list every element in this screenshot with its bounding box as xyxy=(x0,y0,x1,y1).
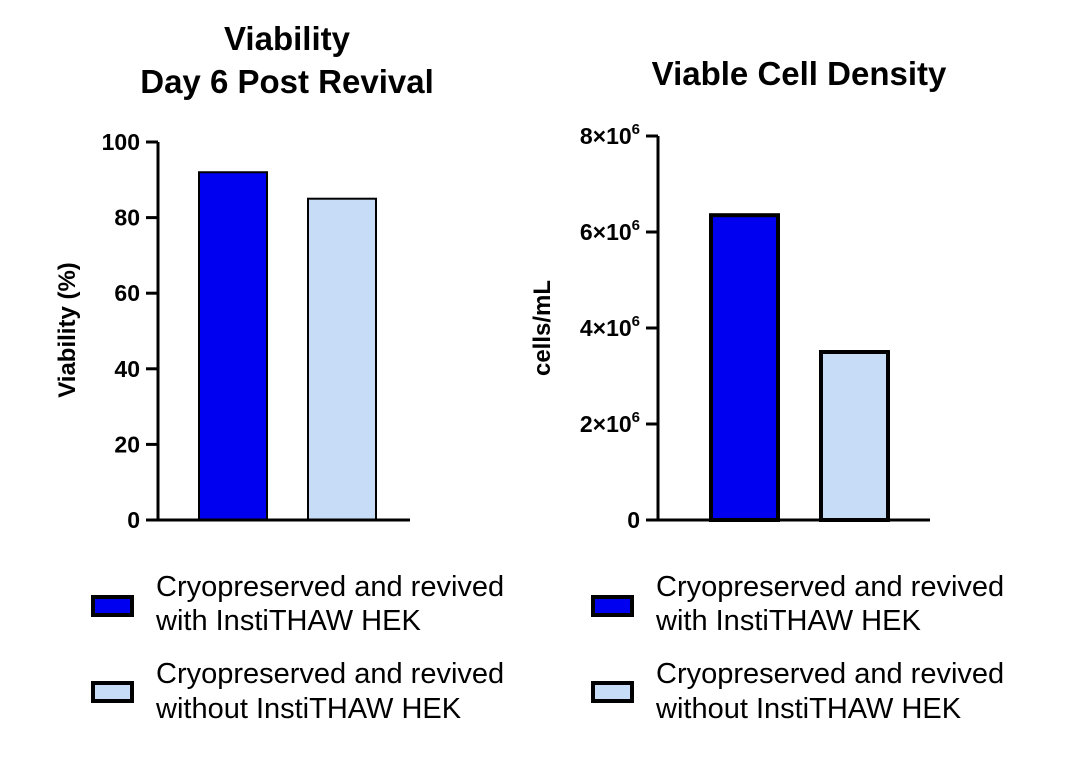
legend-swatch-without xyxy=(591,681,634,703)
bar-without-instithaw xyxy=(307,197,377,521)
viability-chart: Viability Day 6 Post Revival Viability (… xyxy=(54,20,434,533)
y-tick-label: 0 xyxy=(127,507,140,533)
y-axis-label: cells/mL xyxy=(529,280,556,376)
y-ticks: 0 2×106 4×106 6×106 8×106 xyxy=(580,121,658,533)
bar-with-instithaw xyxy=(198,171,268,522)
y-ticks: 0 20 40 60 80 100 xyxy=(102,129,158,533)
y-tick-label: 80 xyxy=(114,205,140,231)
bars xyxy=(198,171,377,522)
legend-swatch-without xyxy=(91,681,134,703)
legend-swatch-with xyxy=(91,595,134,617)
y-tick-label: 0 xyxy=(627,507,640,533)
y-tick-label: 4×106 xyxy=(580,313,640,341)
y-tick-label: 40 xyxy=(114,356,140,382)
legend-label-without-line-1: Cryopreserved and revived xyxy=(656,658,1004,690)
y-tick-exponent: 6 xyxy=(632,313,640,330)
legend-label-without-line-2: without InstiTHAW HEK xyxy=(155,693,462,725)
chart-title-line-1: Viability xyxy=(224,20,351,57)
bar-without-instithaw xyxy=(819,350,890,522)
chart-title: Viable Cell Density xyxy=(652,55,947,92)
density-chart: Viable Cell Density cells/mL 0 2×106 4×106… xyxy=(529,55,947,533)
y-tick-exponent: 6 xyxy=(632,217,640,234)
legend-label-with-line-2: with InstiTHAW HEK xyxy=(655,605,921,637)
legend-label-with-line-1: Cryopreserved and revived xyxy=(156,571,504,603)
y-tick-exponent: 6 xyxy=(632,409,640,426)
y-axis-label: Viability (%) xyxy=(54,262,81,398)
y-tick-label: 2×106 xyxy=(580,409,640,437)
bars xyxy=(709,213,890,522)
y-tick-label: 60 xyxy=(114,280,140,306)
y-tick-label: 100 xyxy=(102,129,140,155)
y-tick-exponent: 6 xyxy=(632,121,640,138)
legend-label-with-line-2: with InstiTHAW HEK xyxy=(155,605,421,637)
legend-label-without-line-1: Cryopreserved and revived xyxy=(156,658,504,690)
chart-title-line-2: Day 6 Post Revival xyxy=(140,63,434,100)
legend-swatch-with xyxy=(591,595,634,617)
y-tick-label: 20 xyxy=(114,431,140,457)
legend-label-with-line-1: Cryopreserved and revived xyxy=(656,571,1004,603)
legend-right: Cryopreserved and revived with InstiTHAW… xyxy=(591,571,1004,725)
bar-with-instithaw xyxy=(709,213,780,522)
legend-label-without-line-2: without InstiTHAW HEK xyxy=(655,693,962,725)
y-tick-label: 8×106 xyxy=(580,121,640,149)
legend-left: Cryopreserved and revived with InstiTHAW… xyxy=(91,571,504,725)
y-tick-label: 6×106 xyxy=(580,217,640,245)
